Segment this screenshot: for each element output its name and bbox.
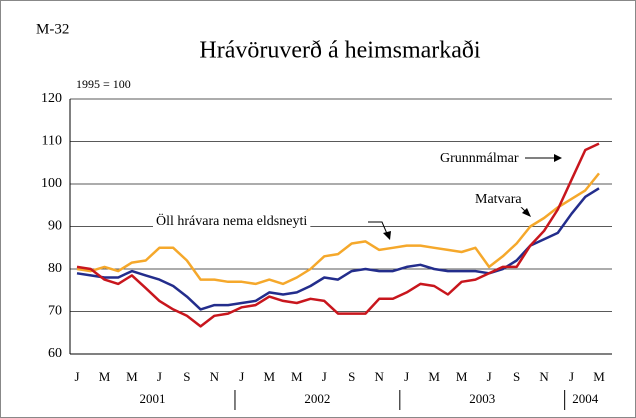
- arrowhead: [383, 231, 391, 240]
- x-tick-label: J: [157, 369, 162, 384]
- x-tick-label: M: [456, 369, 468, 384]
- annotation-bg: [472, 192, 526, 208]
- annotation-bg: [153, 212, 311, 230]
- x-tick-label: M: [99, 369, 111, 384]
- x-tick-label: M: [291, 369, 303, 384]
- year-label: 2004: [572, 391, 599, 406]
- x-tick-label: S: [183, 369, 190, 384]
- plot: [69, 98, 612, 355]
- arrowhead: [522, 208, 531, 217]
- annotation-bg: [437, 151, 522, 167]
- annotations: Matvara Öll hrávara nema eldsneyti Grunnmá…: [153, 151, 562, 240]
- x-tick-label: J: [322, 369, 327, 384]
- x-tick-label: J: [74, 369, 79, 384]
- y-tick-label: 120: [41, 91, 62, 106]
- subtitle: 1995 = 100: [76, 77, 131, 91]
- x-tick-label: J: [239, 369, 244, 384]
- x-tick-label: M: [593, 369, 605, 384]
- x-tick-label: M: [264, 369, 276, 384]
- series-annotation: Grunnmálmar: [440, 151, 519, 166]
- year-label: 2002: [304, 391, 330, 406]
- chart-title: Hrávöruverð á heimsmarkaði: [199, 38, 481, 64]
- y-tick-label: 90: [48, 219, 62, 234]
- x-tick-label: N: [210, 369, 220, 384]
- series-annotation: Matvara: [475, 192, 522, 207]
- series-line: [76, 187, 600, 311]
- x-tick-label: J: [404, 369, 409, 384]
- y-tick-label: 60: [48, 346, 62, 361]
- x-tick-label: N: [539, 369, 549, 384]
- x-tick-label: J: [569, 369, 574, 384]
- arrowhead: [554, 154, 562, 162]
- x-tick-label: S: [348, 369, 355, 384]
- year-label: 2001: [140, 391, 166, 406]
- x-tick-label: N: [375, 369, 385, 384]
- y-tick-label: 80: [48, 261, 62, 276]
- arrow: [368, 221, 389, 237]
- x-tick-label: J: [487, 369, 492, 384]
- x-tick-label: S: [513, 369, 520, 384]
- series-line: [76, 172, 600, 286]
- chart-label: M-32: [36, 21, 69, 37]
- y-tick-label: 100: [41, 176, 62, 191]
- year-label: 2003: [469, 391, 495, 406]
- y-tick-label: 110: [42, 134, 62, 149]
- x-tick-label: M: [126, 369, 138, 384]
- y-tick-label: 70: [48, 304, 62, 319]
- series-annotation: Öll hrávara nema eldsneyti: [156, 212, 307, 229]
- series-line: [76, 142, 600, 328]
- x-tick-label: M: [428, 369, 440, 384]
